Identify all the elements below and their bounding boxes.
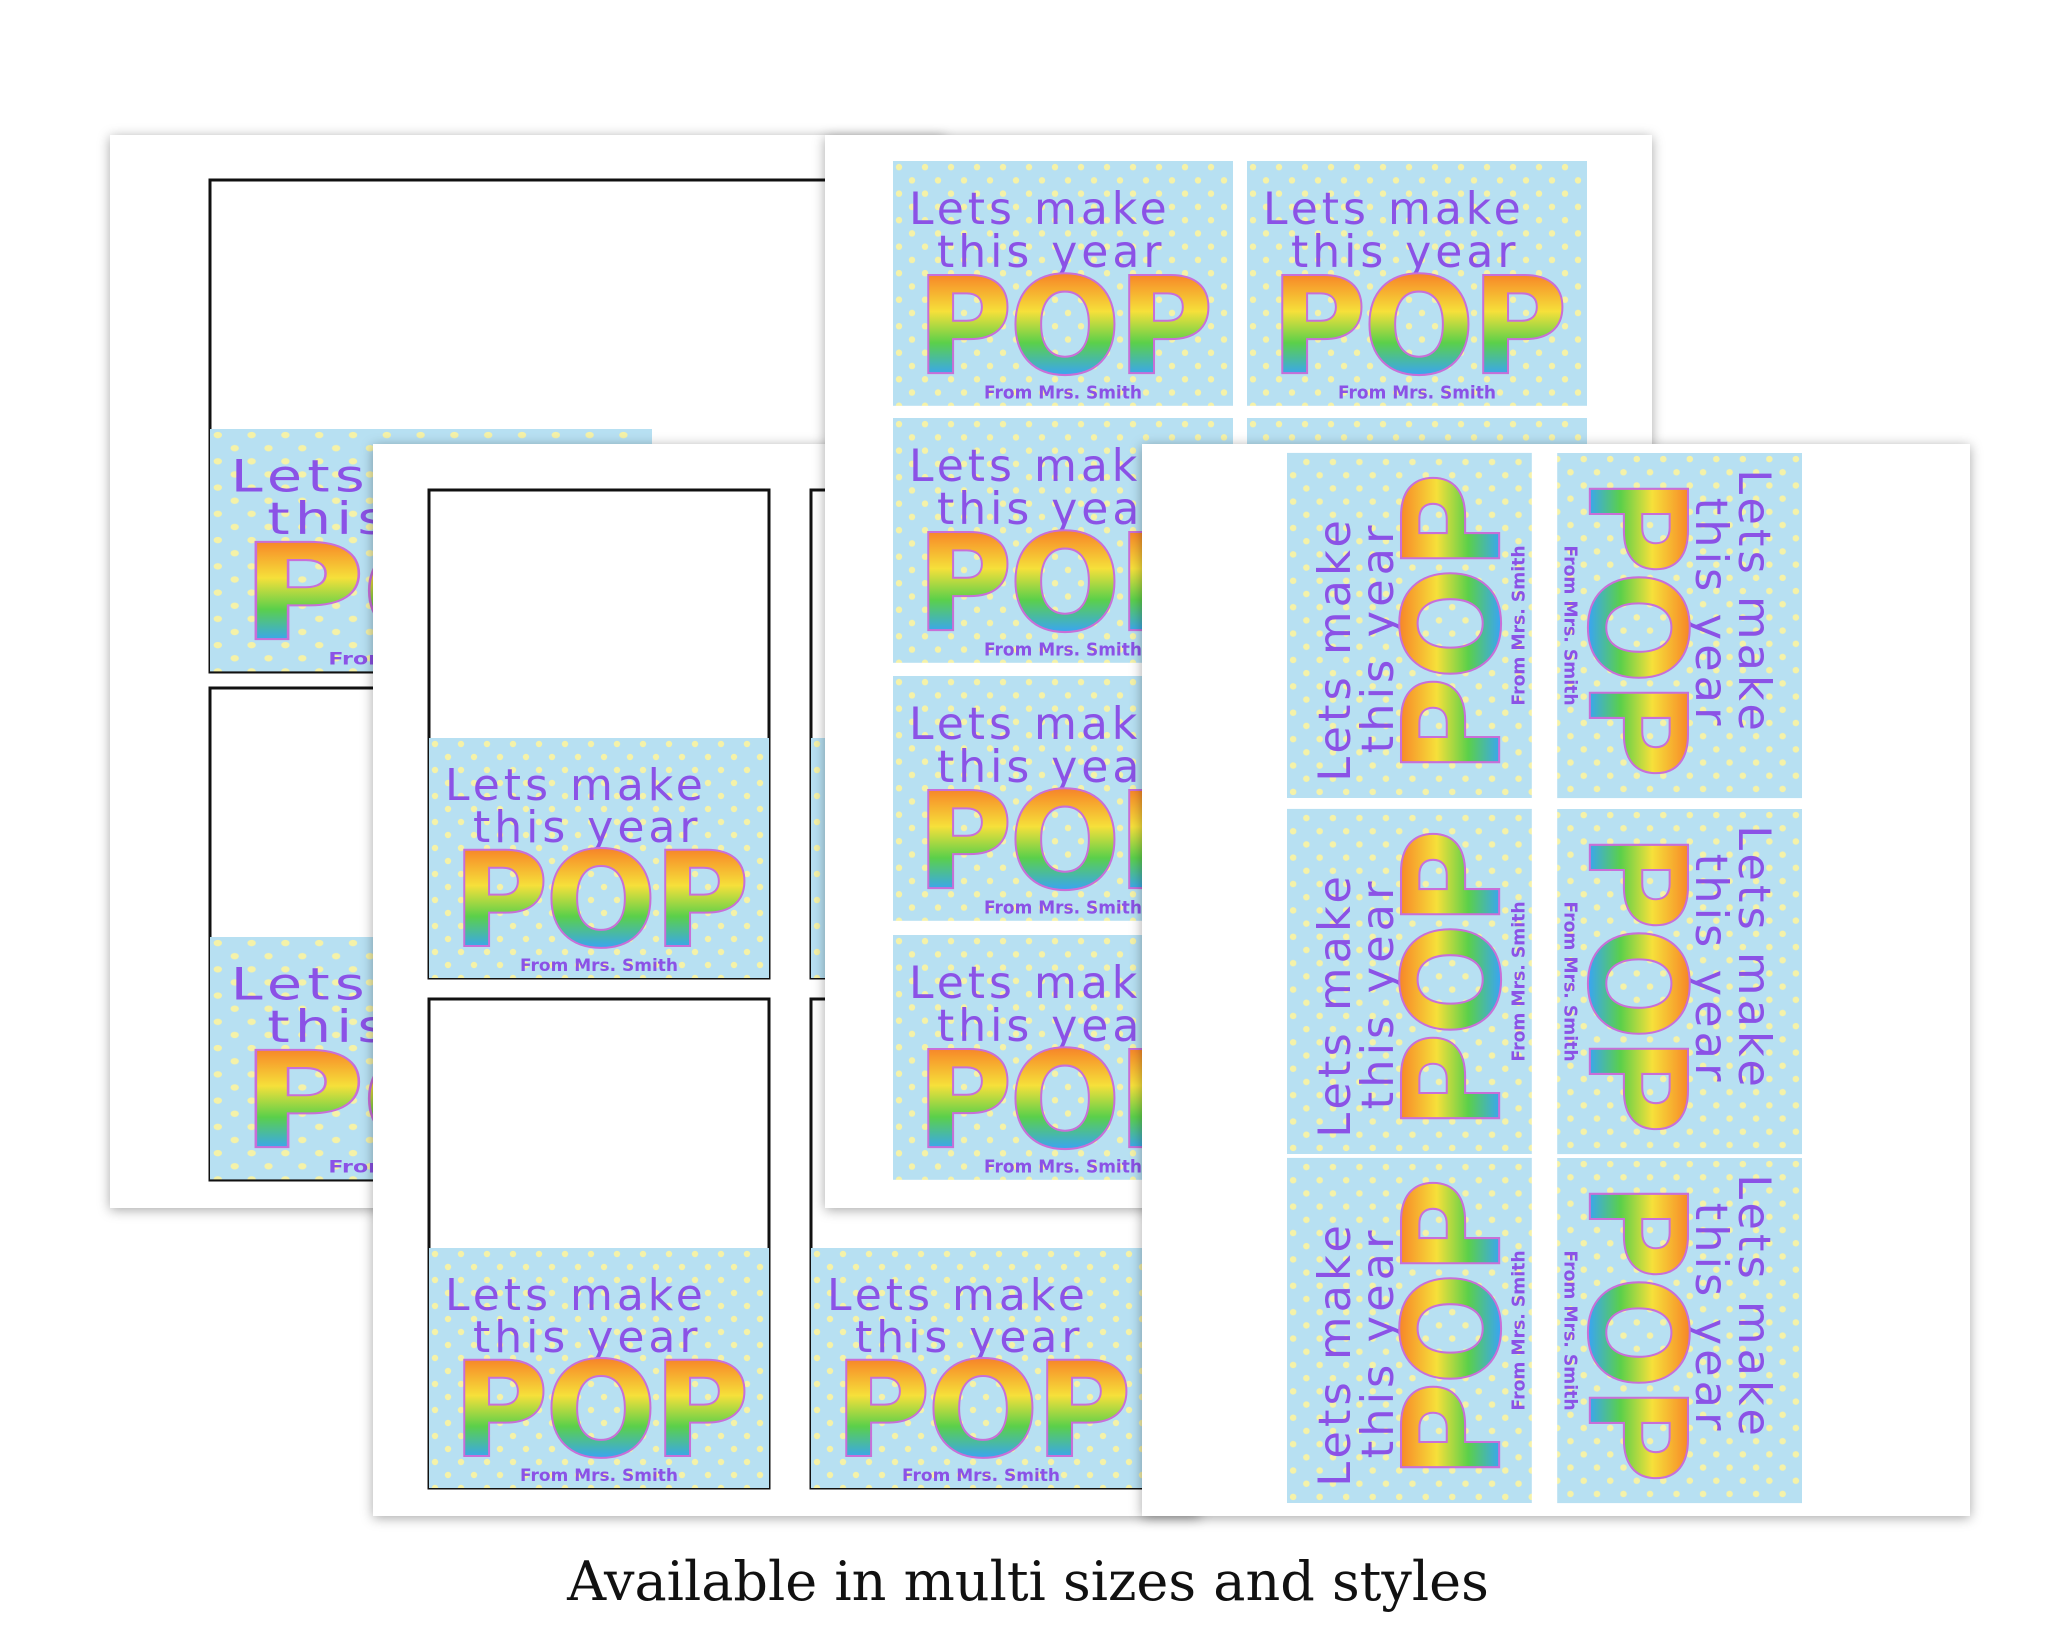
tag-line-1: Lets make (909, 441, 1171, 493)
tag-from: From Mrs. Smith (984, 641, 1142, 661)
tag-from: From Mrs. Smith (1510, 901, 1530, 1061)
tag-pop: POP (1374, 476, 1531, 774)
tag-line-2: this year (473, 1312, 701, 1363)
tag-pop: POP (452, 824, 746, 978)
tag-line-1: Lets make (445, 1270, 707, 1321)
tag-line-1: Lets make (909, 958, 1171, 1010)
tag-background (1287, 1157, 1532, 1503)
tag-line-2: this year (1351, 877, 1404, 1109)
tag-line-1: Lets make (1308, 872, 1361, 1138)
tag-from: From Mrs. Smith (984, 899, 1142, 919)
tag-background (811, 1248, 1151, 1488)
paper (1142, 444, 1970, 1516)
tag-line-1: Lets make (909, 699, 1171, 751)
tag-from: From Mrs. Smith (1559, 1250, 1579, 1410)
tag-background (429, 738, 769, 978)
tag-line-2: this year (937, 1001, 1165, 1053)
tag-line-2: this year (1351, 521, 1404, 753)
tag-from: From Mrs. Smith (1510, 545, 1530, 705)
tag-line-2: this year (937, 227, 1165, 279)
tag-line-1: Lets make (909, 184, 1171, 236)
tag-pop: POP (1374, 832, 1531, 1130)
tag-background (1287, 452, 1532, 798)
tag-line-2: this year (1685, 854, 1738, 1086)
tag-pop: POP (1558, 833, 1715, 1131)
tag-pop: POP (834, 1334, 1128, 1488)
tag-from: From Mrs. Smith (984, 384, 1142, 404)
tag-background (1557, 809, 1802, 1155)
tag-pop: POP (1270, 249, 1564, 406)
tag-background (893, 161, 1233, 406)
tag-from: From Mrs. Smith (1510, 1250, 1530, 1410)
tag-line-1: Lets make (445, 760, 707, 811)
tag-pop: POP (452, 1334, 746, 1488)
tag-from: From Mrs. Smith (1559, 901, 1579, 1061)
tag-background (1287, 808, 1532, 1154)
tag-from: From Mrs. Smith (984, 1158, 1142, 1178)
tag-background (429, 1248, 769, 1488)
tag-background (1247, 161, 1587, 406)
tag-pop: POP (1558, 1182, 1715, 1480)
tag-line-2: this year (1685, 498, 1738, 730)
tag-pop: POP (916, 249, 1210, 406)
tag-background (1557, 453, 1802, 799)
tag-from: From Mrs. Smith (902, 1466, 1060, 1486)
tag-line-1: Lets make (1308, 1221, 1361, 1487)
tag-line-1: Lets make (1263, 184, 1525, 236)
tag-line-1: Lets make (1728, 1174, 1781, 1440)
tag-from: From Mrs. Smith (1559, 545, 1579, 705)
caption: Available in multi sizes and styles (566, 1550, 1489, 1613)
tag-line-1: Lets make (1308, 516, 1361, 782)
tag-from: From Mrs. Smith (520, 1466, 678, 1486)
tag-pop: POP (1374, 1181, 1531, 1479)
tag-line-1: Lets make (1728, 825, 1781, 1091)
tag-line-2: this year (473, 802, 701, 853)
tag-line-2: this year (1685, 1203, 1738, 1435)
tag-background (1557, 1158, 1802, 1504)
tag-line-2: this year (1351, 1226, 1404, 1458)
tag-line-2: this year (937, 484, 1165, 536)
tag-from: From Mrs. Smith (520, 956, 678, 976)
tag-line-2: this year (937, 742, 1165, 794)
tag-line-1: Lets make (1728, 469, 1781, 735)
tag-line-2: this year (1291, 227, 1519, 279)
tag-line-2: this year (855, 1312, 1083, 1363)
tag-line-1: Lets make (827, 1270, 1089, 1321)
tag-pop: POP (1558, 477, 1715, 775)
tag-from: From Mrs. Smith (1338, 384, 1496, 404)
